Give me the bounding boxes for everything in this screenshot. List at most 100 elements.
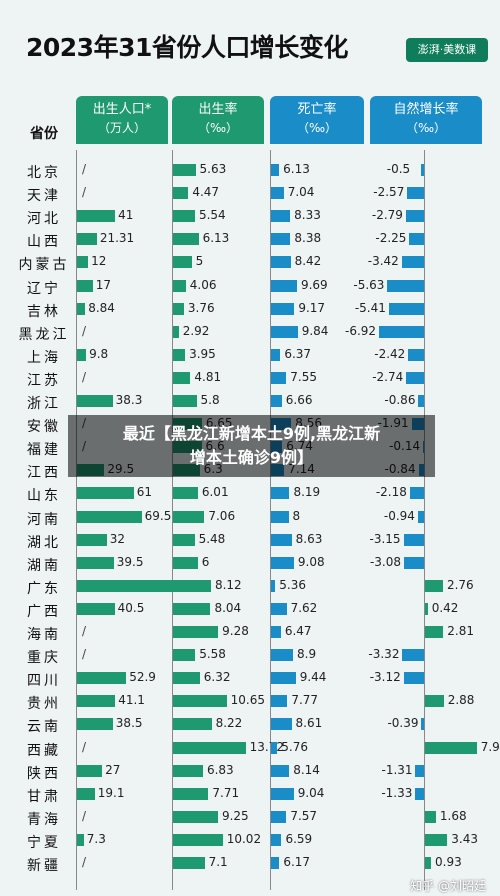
zhihu-watermark: 知乎 @刘昭廷 <box>410 879 486 893</box>
births-axis <box>76 150 77 890</box>
natural-rate-bar <box>415 764 424 777</box>
natural-rate-bar <box>415 787 424 800</box>
births-bar <box>77 787 95 800</box>
births-value: 41 <box>118 208 134 223</box>
death-rate-value: 8.14 <box>293 762 320 777</box>
birth-rate-value: 2.92 <box>182 323 210 338</box>
births-value: 52.9 <box>129 670 156 685</box>
death-rate-axis <box>270 150 271 890</box>
birth-rate-value: 4.06 <box>189 277 217 292</box>
natural-rate-value: -3.42 <box>367 254 399 269</box>
births-bar <box>77 718 113 731</box>
births-missing: / <box>82 162 87 176</box>
birth-rate-value: 5.63 <box>199 162 227 176</box>
province-label: 贵州 <box>27 696 61 713</box>
death-rate-bar <box>271 302 295 315</box>
province-label: 西藏 <box>27 742 61 759</box>
natural-rate-bar <box>379 325 424 338</box>
births-missing: / <box>82 185 87 200</box>
province-label: 云南 <box>27 719 61 736</box>
births-bar <box>77 279 93 292</box>
death-rate-value: 6.66 <box>285 393 313 407</box>
birth-rate-value: 3.95 <box>189 346 216 361</box>
births-value: 12 <box>91 254 107 269</box>
province-label: 湖北 <box>27 534 61 551</box>
birth-rate-bar <box>173 764 203 777</box>
death-rate-value: 6.59 <box>285 831 313 846</box>
death-rate-value: 9.08 <box>297 554 325 569</box>
province-label: 吉林 <box>27 303 61 320</box>
birth-rate-bar <box>173 672 200 685</box>
death-rate-bar <box>271 348 281 361</box>
province-label: 天津 <box>27 188 61 205</box>
birth-rate-bar <box>173 626 219 638</box>
birth-rate-bar <box>173 210 195 223</box>
birth-rate-value: 5.8 <box>200 393 220 407</box>
birth-rate-value: 6.01 <box>201 485 229 500</box>
natural-rate-value: -2.42 <box>374 346 406 361</box>
natural-rate-bar <box>425 626 444 638</box>
natural-rate-value: 0.93 <box>435 855 462 869</box>
death-rate-value: 6.13 <box>283 162 310 176</box>
births-bar <box>77 556 114 569</box>
birth-rate-bar <box>173 833 223 846</box>
births-value: 38.3 <box>115 393 143 407</box>
province-label: 甘肃 <box>27 788 61 805</box>
natural-rate-bar <box>409 233 424 246</box>
birth-rate-bar <box>173 187 189 200</box>
death-rate-bar <box>271 649 293 662</box>
death-rate-value: 6.47 <box>284 624 312 638</box>
birth-rate-value: 4.47 <box>192 185 220 200</box>
natural-rate-value: -2.74 <box>372 369 404 384</box>
births-bar <box>77 602 115 615</box>
birth-rate-value: 5.54 <box>198 208 226 223</box>
natural-rate-value: 2.76 <box>446 577 474 592</box>
births-missing: / <box>82 808 87 823</box>
natural-rate-value: -1.31 <box>381 762 413 777</box>
natural-rate-header-label: 自然增长率 <box>393 102 459 117</box>
province-label: 广东 <box>27 580 61 597</box>
birth-rate-bar <box>173 741 246 754</box>
births-bar <box>77 833 84 846</box>
death-rate-bar <box>271 833 282 846</box>
natural-rate-bar <box>417 510 424 523</box>
birth-rate-bar <box>173 810 218 823</box>
births-bar <box>77 764 103 777</box>
natural-rate-value: -3.32 <box>368 647 400 662</box>
natural-rate-value: -2.57 <box>373 185 405 200</box>
province-label: 青海 <box>27 811 61 828</box>
chart-title: 2023年31省份人口增长变化 <box>26 33 348 62</box>
birth-rate-value: 7.71 <box>212 785 240 800</box>
overlay-line-1: 最近【黑龙江新增本土9例,黑龙江新 <box>122 424 381 443</box>
births-missing: / <box>82 739 87 754</box>
births-bar <box>77 210 116 223</box>
brand-logo: 澎湃·美数课 <box>406 38 488 62</box>
death-rate-value: 8.38 <box>294 231 322 246</box>
natural-rate-value: 0.42 <box>431 600 459 615</box>
death-rate-value: 9.17 <box>298 300 326 315</box>
death-rate-value: 7.57 <box>290 808 318 823</box>
natural-rate-value: -0.39 <box>387 716 419 731</box>
death-rate-bar <box>271 533 292 546</box>
births-bar <box>77 256 89 269</box>
births-value: 40.5 <box>117 600 145 615</box>
births-value: 69.5 <box>144 508 172 523</box>
births-missing: / <box>82 624 87 638</box>
province-label: 福建 <box>27 442 61 459</box>
births-bar <box>77 395 113 407</box>
birth-rate-value: 5 <box>195 254 204 269</box>
birth-rate-value: 10.02 <box>226 831 262 846</box>
death-rate-value: 7.62 <box>290 600 318 615</box>
birth-rate-bar <box>173 256 192 269</box>
natural-rate-bar <box>425 833 448 846</box>
natural-rate-value: -0.94 <box>383 508 415 523</box>
natural-rate-value: -1.33 <box>381 785 413 800</box>
births-bar <box>77 348 87 361</box>
births-value: 21.31 <box>99 231 135 246</box>
death-rate-bar <box>271 164 280 176</box>
birth-rate-bar <box>173 649 196 662</box>
natural-rate-value: 1.68 <box>439 808 467 823</box>
birth-rate-column-header: 出生率 （‰） <box>172 96 264 144</box>
birth-rate-bar <box>173 233 199 246</box>
natural-rate-bar <box>425 741 477 754</box>
